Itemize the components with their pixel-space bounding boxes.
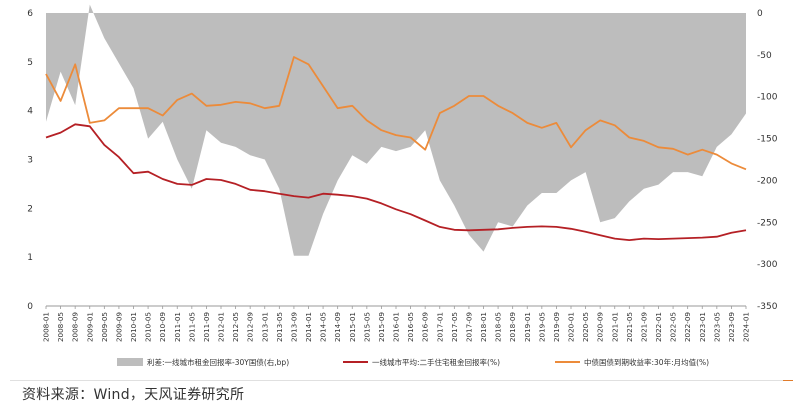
x-tick-label: 2009-01 <box>85 312 94 342</box>
footer-divider <box>10 380 793 381</box>
x-tick-label: 2023-05 <box>712 312 721 342</box>
x-tick-label: 2021-09 <box>639 312 648 342</box>
x-tick-label: 2011-09 <box>202 312 211 342</box>
x-tick-label: 2023-01 <box>698 312 707 342</box>
left-tick-label: 2 <box>27 204 33 214</box>
right-tick-label: -300 <box>757 260 778 270</box>
legend-label-rent-yield: 一线城市平均:二手住宅租金回报率(%) <box>372 357 500 367</box>
x-tick-label: 2018-05 <box>494 312 503 342</box>
left-tick-label: 3 <box>27 156 33 166</box>
x-tick-label: 2017-05 <box>450 312 459 342</box>
x-tick-label: 2012-05 <box>231 312 240 342</box>
x-tick-label: 2013-01 <box>260 312 269 342</box>
x-tick-label: 2014-01 <box>304 312 313 342</box>
x-tick-label: 2016-05 <box>406 312 415 342</box>
x-tick-label: 2008-01 <box>42 312 51 342</box>
right-tick-label: 0 <box>757 9 763 19</box>
x-axis-ticks: 2008-01 2008-05 2008-09 2009-01 2009-05 2009-… <box>42 306 751 342</box>
left-tick-label: 6 <box>27 9 33 19</box>
series-line-2 <box>45 56 747 171</box>
x-tick-label: 2014-09 <box>333 312 342 342</box>
x-tick-label: 2024-01 <box>742 312 751 342</box>
x-tick-label: 2010-05 <box>144 312 153 342</box>
right-tick-label: -200 <box>757 176 778 186</box>
x-tick-label: 2020-09 <box>596 312 605 342</box>
right-tick-label: -250 <box>757 218 778 228</box>
x-tick-label: 2009-09 <box>114 312 123 342</box>
x-tick-label: 2019-01 <box>523 312 532 342</box>
x-tick-label: 2016-09 <box>421 312 430 342</box>
right-tick-label: -50 <box>757 51 772 61</box>
legend: 利差:一线城市租金回报率-30Y国债(右,bp) 一线城市平均:二手住宅租金回报… <box>117 357 709 367</box>
left-tick-label: 4 <box>27 107 33 117</box>
x-tick-label: 2014-05 <box>319 312 328 342</box>
right-tick-label: -350 <box>757 302 778 312</box>
spread-area-layer <box>46 4 746 256</box>
source-note: 资料来源：Wind，天风证券研究所 <box>22 387 245 403</box>
x-tick-label: 2021-01 <box>610 312 619 342</box>
x-tick-label: 2016-01 <box>392 312 401 342</box>
series-spread-area <box>46 4 746 256</box>
chart: 0 1 2 3 4 5 6 0 -50 -100 -150 -200 -250 -300 -350 200… <box>27 4 778 367</box>
left-tick-label: 0 <box>27 302 33 312</box>
x-tick-label: 2017-01 <box>435 312 444 342</box>
left-tick-label: 5 <box>27 58 33 68</box>
legend-swatch-spread <box>117 358 143 366</box>
left-tick-label: 1 <box>27 253 33 263</box>
x-tick-label: 2023-09 <box>727 312 736 342</box>
right-axis-ticks: 0 -50 -100 -150 -200 -250 -300 -350 <box>757 9 778 312</box>
x-tick-label: 2011-05 <box>187 312 196 342</box>
right-tick-label: -150 <box>757 135 778 145</box>
x-tick-label: 2020-05 <box>581 312 590 342</box>
x-tick-label: 2019-09 <box>552 312 561 342</box>
line-layer <box>45 56 747 242</box>
x-tick-label: 2021-05 <box>625 312 634 342</box>
x-tick-label: 2015-01 <box>348 312 357 342</box>
right-tick-label: -100 <box>757 93 778 103</box>
series-line-1 <box>45 123 747 242</box>
x-tick-label: 2012-01 <box>217 312 226 342</box>
x-tick-label: 2018-09 <box>508 312 517 342</box>
x-tick-label: 2022-05 <box>669 312 678 342</box>
x-tick-label: 2015-05 <box>362 312 371 342</box>
x-tick-label: 2017-09 <box>464 312 473 342</box>
x-tick-label: 2018-01 <box>479 312 488 342</box>
x-tick-label: 2010-09 <box>158 312 167 342</box>
x-tick-label: 2022-09 <box>683 312 692 342</box>
x-tick-label: 2022-01 <box>654 312 663 342</box>
x-tick-label: 2010-01 <box>129 312 138 342</box>
x-tick-label: 2012-09 <box>246 312 255 342</box>
left-axis-ticks: 0 1 2 3 4 5 6 <box>27 9 33 312</box>
x-tick-label: 2011-01 <box>173 312 182 342</box>
x-tick-label: 2008-05 <box>56 312 65 342</box>
legend-label-spread: 利差:一线城市租金回报率-30Y国债(右,bp) <box>147 357 289 367</box>
x-tick-label: 2020-01 <box>567 312 576 342</box>
legend-label-bond-yield: 中债国债到期收益率:30年:月均值(%) <box>584 357 709 367</box>
x-tick-label: 2013-09 <box>289 312 298 342</box>
footer-accent-right <box>783 380 793 381</box>
x-tick-label: 2019-05 <box>537 312 546 342</box>
x-tick-label: 2013-05 <box>275 312 284 342</box>
x-tick-label: 2009-05 <box>100 312 109 342</box>
x-tick-label: 2008-09 <box>71 312 80 342</box>
x-tick-label: 2015-09 <box>377 312 386 342</box>
